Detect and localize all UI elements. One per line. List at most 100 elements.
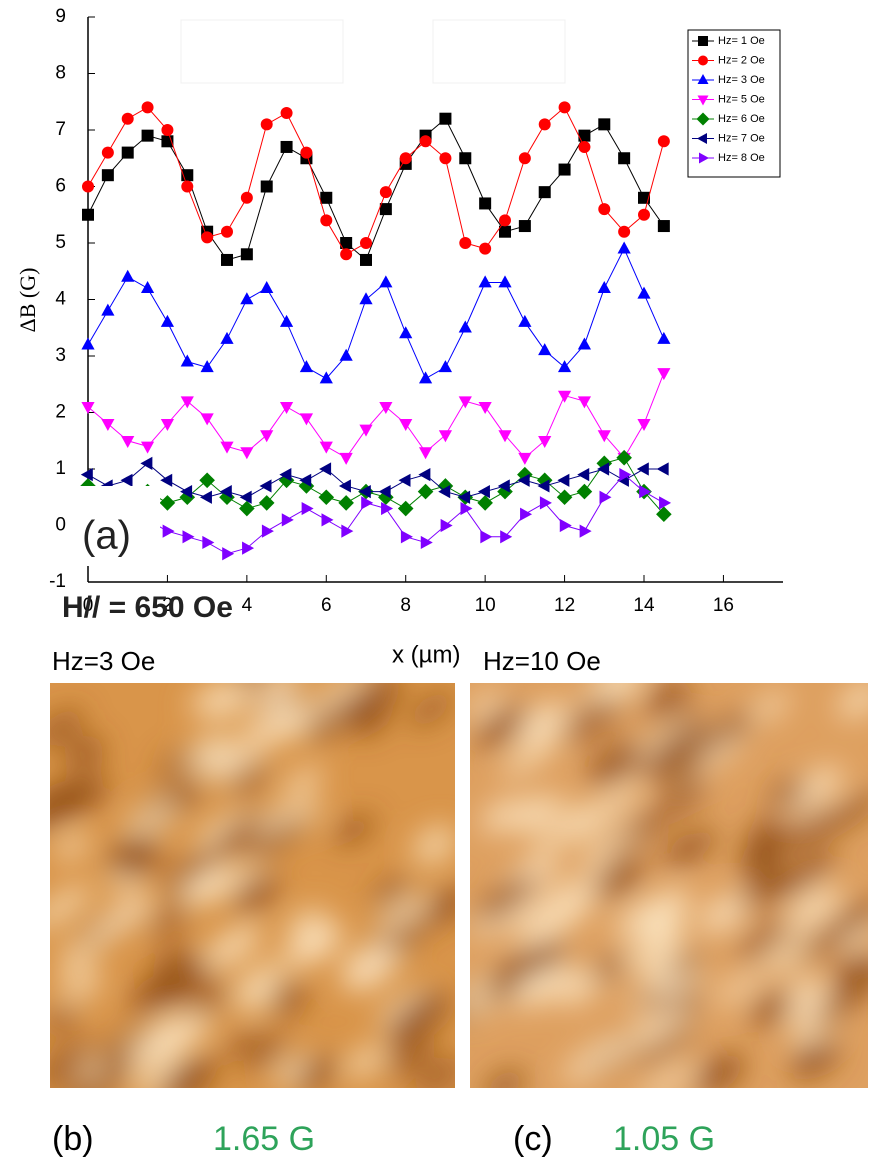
x-tick-label: 16	[713, 595, 734, 616]
marker	[538, 343, 552, 356]
x-tick-label: 4	[242, 595, 253, 616]
marker	[597, 462, 610, 476]
marker	[598, 203, 611, 216]
marker	[219, 485, 232, 499]
blob	[836, 683, 868, 719]
x-axis-label: x (µm)	[392, 641, 460, 668]
marker	[699, 152, 709, 164]
blob	[204, 683, 253, 720]
blob	[535, 803, 596, 849]
marker	[438, 430, 453, 443]
marker	[340, 237, 353, 249]
marker	[657, 331, 671, 344]
marker	[239, 490, 252, 504]
panel-label: (b)	[52, 1120, 94, 1158]
blob	[180, 863, 238, 908]
marker	[479, 242, 492, 255]
marker	[656, 462, 669, 476]
y-tick-label: 6	[55, 176, 66, 197]
marker	[639, 485, 652, 499]
marker	[518, 220, 531, 233]
marker	[398, 473, 411, 487]
marker	[199, 472, 215, 489]
marker	[221, 225, 233, 238]
marker	[537, 479, 550, 493]
marker	[697, 133, 707, 144]
marker	[438, 485, 451, 499]
blob	[50, 708, 84, 748]
marker	[222, 547, 235, 561]
blob	[275, 1054, 315, 1088]
marker	[140, 441, 155, 454]
x-tick-label: 6	[321, 595, 332, 616]
blob	[310, 683, 370, 721]
marker	[121, 112, 134, 125]
y-tick-label: 1	[55, 458, 66, 479]
marker	[180, 354, 194, 367]
blob	[280, 764, 325, 801]
marker	[260, 180, 273, 193]
marker	[417, 483, 434, 500]
blob	[832, 948, 868, 981]
blob	[773, 852, 836, 899]
marker	[557, 473, 570, 487]
blob	[338, 683, 403, 726]
x-tick-label: 0	[83, 595, 94, 616]
blob	[646, 780, 708, 828]
marker	[438, 360, 453, 373]
y-tick-label: 0	[55, 515, 66, 536]
marker	[298, 478, 315, 494]
blob	[828, 957, 868, 1008]
marker	[339, 452, 353, 465]
marker	[577, 396, 592, 409]
blob	[146, 899, 193, 937]
marker	[497, 483, 513, 500]
blob	[475, 876, 537, 922]
marker	[379, 402, 393, 415]
blob	[738, 866, 791, 909]
blob	[161, 846, 224, 893]
marker	[597, 281, 611, 293]
marker	[697, 95, 709, 106]
series-line	[87, 117, 665, 261]
marker	[479, 197, 492, 210]
marker	[399, 152, 412, 165]
marker	[460, 501, 473, 516]
y-tick-label: 7	[55, 119, 66, 140]
marker	[539, 496, 552, 510]
marker	[579, 524, 592, 538]
marker	[578, 129, 591, 142]
marker	[616, 449, 632, 466]
blob	[508, 794, 554, 835]
blob	[221, 1027, 266, 1062]
marker	[477, 485, 490, 499]
blob	[201, 923, 262, 971]
blob	[767, 777, 807, 811]
blob	[763, 934, 812, 975]
marker	[242, 541, 255, 555]
marker	[319, 371, 333, 384]
marker	[82, 208, 94, 221]
marker	[340, 248, 353, 261]
marker	[637, 286, 651, 299]
blob	[50, 1004, 79, 1035]
marker	[181, 180, 194, 193]
blob	[747, 817, 787, 855]
blob	[64, 734, 105, 773]
series-line	[87, 473, 665, 555]
marker	[440, 518, 453, 533]
marker	[360, 253, 372, 266]
blob	[643, 683, 692, 718]
blob	[590, 782, 643, 822]
blob	[246, 1035, 290, 1072]
marker	[140, 456, 153, 470]
marker	[141, 101, 154, 114]
blob	[646, 719, 691, 754]
scale-label: 1.05 G	[613, 1120, 715, 1158]
marker	[458, 490, 471, 504]
marker	[559, 518, 572, 533]
blob	[500, 734, 560, 780]
blob	[470, 689, 505, 722]
blob	[792, 1043, 842, 1081]
